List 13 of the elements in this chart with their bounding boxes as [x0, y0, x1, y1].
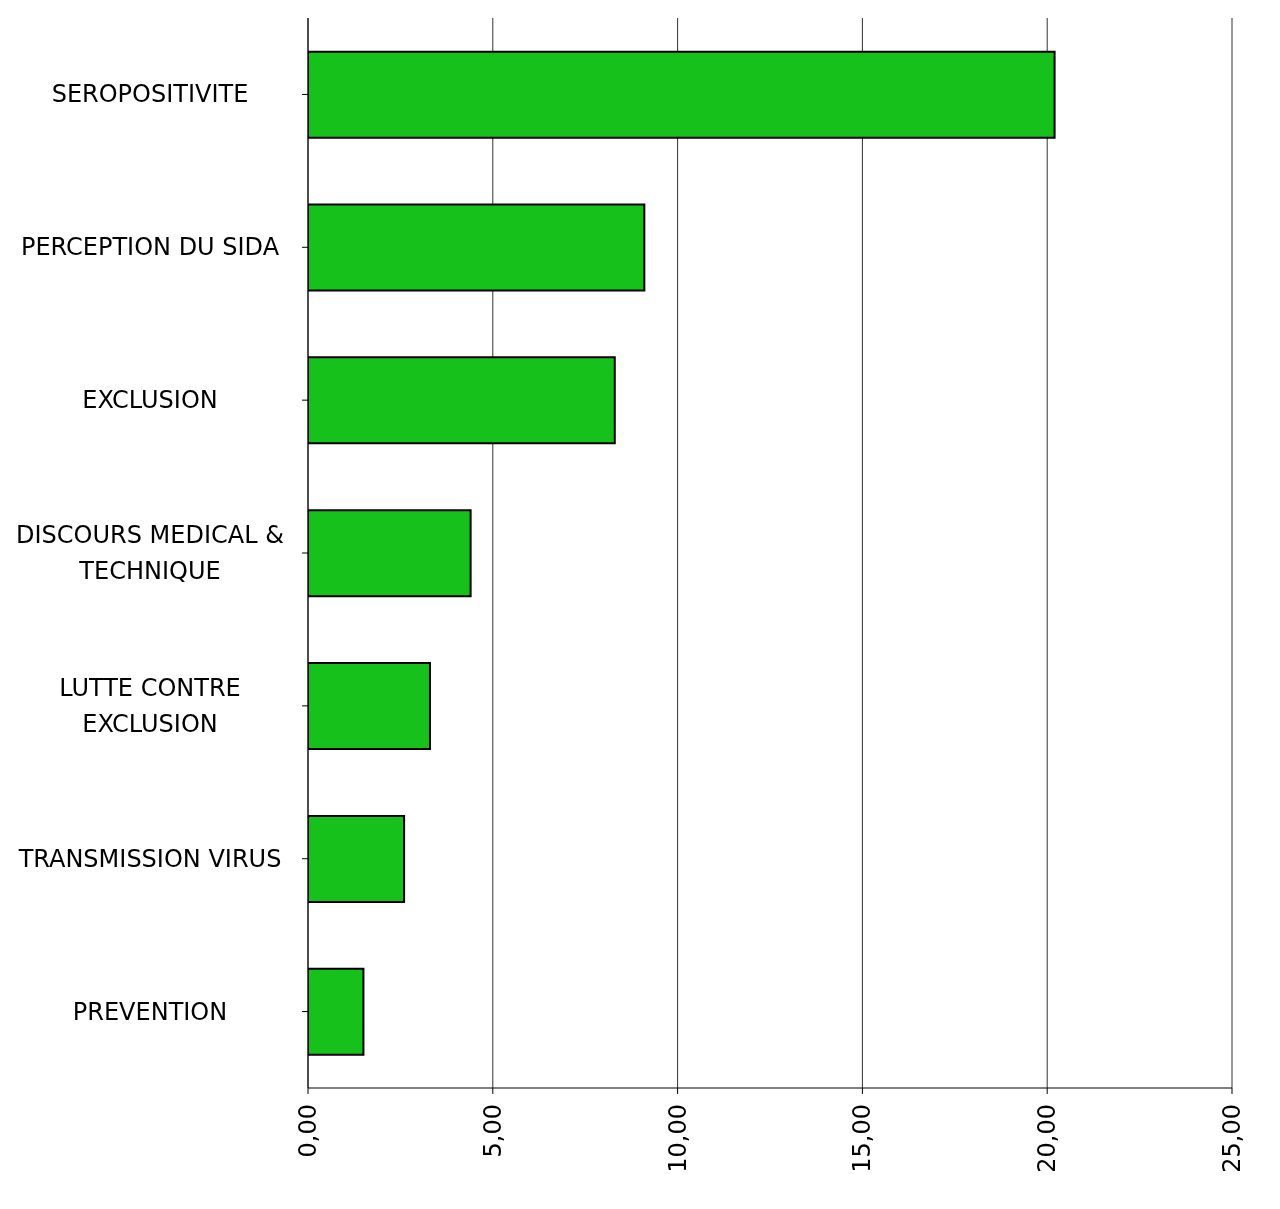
x-tick-label: 0,00: [294, 1104, 322, 1158]
y-tick-label: SEROPOSITIVITE: [51, 80, 249, 109]
y-tick-label: TRANSMISSION VIRUS: [17, 844, 282, 873]
y-tick-label: PERCEPTION DU SIDA: [20, 233, 280, 262]
x-tick-label: 15,00: [848, 1104, 877, 1173]
y-tick-label: LUTTE CONTRE EXCLUSION: [59, 673, 241, 738]
x-tick-label: 20,00: [1033, 1104, 1062, 1173]
y-tick-label: DISCOURS MEDICAL & TECHNIQUE: [16, 521, 284, 585]
x-tick-label: 5,00: [478, 1104, 507, 1158]
x-tick-label: 10,00: [663, 1104, 692, 1173]
y-tick-label: EXCLUSION: [82, 386, 218, 415]
y-tick-label: PREVENTION: [72, 997, 228, 1026]
x-tick-label: 25,00: [1218, 1104, 1246, 1173]
